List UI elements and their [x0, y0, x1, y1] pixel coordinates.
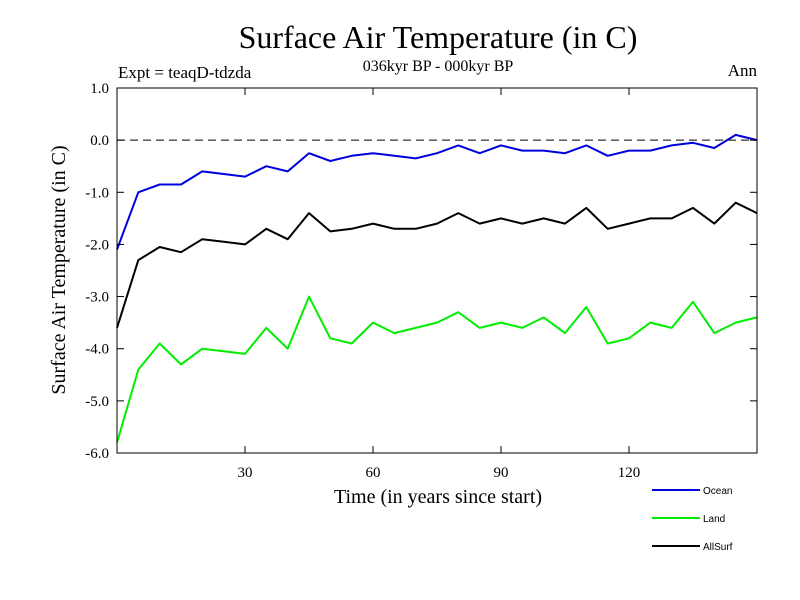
y-tick-label: 1.0: [90, 81, 109, 97]
y-tick-label: -5.0: [85, 394, 109, 410]
legend-label-ocean: Ocean: [703, 486, 732, 497]
chart-subtitle: 036kyr BP - 000kyr BP: [363, 58, 514, 75]
x-tick-label: 90: [494, 465, 509, 481]
y-tick-label: -1.0: [85, 185, 109, 201]
experiment-label: Expt = teaqD-tdzda: [118, 63, 252, 82]
x-tick-label: 120: [618, 465, 641, 481]
legend-label-land: Land: [703, 514, 725, 525]
series-line-allsurf: [116, 201, 758, 329]
y-axis: 1.0 0.0 -1.0 -2.0 -3.0 -4.0 -5.0 -6.0: [85, 81, 757, 462]
legend-label-allsurf: AllSurf: [703, 542, 733, 553]
plot-frame: [116, 87, 758, 454]
plot-lines: [116, 133, 758, 443]
x-tick-label: 30: [238, 465, 253, 481]
x-axis: 30 60 90 120: [238, 88, 641, 481]
y-tick-label: -2.0: [85, 237, 109, 253]
y-tick-label: -4.0: [85, 342, 109, 358]
y-tick-label: -6.0: [85, 446, 109, 462]
chart-title: Surface Air Temperature (in C): [239, 19, 638, 55]
legend: Ocean Land AllSurf: [652, 486, 733, 553]
y-tick-label: -3.0: [85, 290, 109, 306]
y-axis-label: Surface Air Temperature (in C): [48, 145, 70, 394]
x-tick-label: 60: [366, 465, 381, 481]
season-label: Ann: [728, 61, 758, 80]
y-tick-label: 0.0: [90, 133, 109, 149]
series-line-ocean: [116, 133, 758, 250]
x-axis-label: Time (in years since start): [334, 486, 542, 508]
series-line-land: [116, 295, 758, 443]
